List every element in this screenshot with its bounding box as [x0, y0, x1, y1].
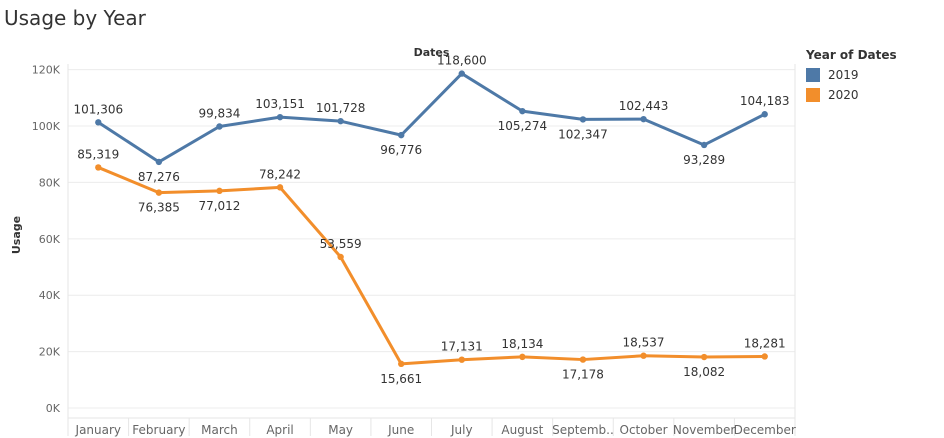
x-axis-title: Dates — [414, 46, 450, 59]
data-label-2020: 17,178 — [562, 368, 604, 382]
data-point-2020 — [579, 356, 587, 363]
data-point-2019 — [458, 70, 465, 77]
data-point-2019 — [276, 113, 284, 121]
legend-item-2019[interactable]: 2019 — [806, 68, 897, 82]
y-tick-label: 20K — [39, 346, 61, 359]
data-label-2019: 99,834 — [198, 107, 240, 121]
data-label-2019: 96,776 — [380, 143, 422, 157]
data-label-2019: 102,347 — [558, 127, 608, 141]
y-axis-title: Usage — [10, 216, 23, 254]
data-label-2019: 101,728 — [316, 101, 366, 115]
x-tick-label: August — [501, 423, 543, 437]
data-point-2020 — [700, 353, 708, 361]
data-point-2019 — [155, 158, 163, 166]
data-point-2020 — [95, 164, 102, 171]
y-tick-label: 40K — [39, 289, 61, 302]
data-point-2019 — [216, 123, 223, 130]
data-label-2019: 118,600 — [437, 54, 487, 68]
x-tick-label: February — [132, 423, 185, 437]
data-point-2020 — [216, 187, 223, 195]
data-label-2019: 104,183 — [740, 94, 790, 108]
data-point-2020 — [640, 352, 647, 359]
legend-label-2020: 2020 — [828, 88, 859, 102]
data-labels: 101,306 87,276 99,834 103,151 101,728 96,776 1… — [73, 54, 789, 386]
data-label-2019: 105,274 — [498, 119, 548, 133]
x-tick-label: April — [266, 423, 293, 437]
data-point-2019 — [579, 116, 587, 123]
data-label-2020: 15,661 — [380, 372, 422, 386]
data-label-2020: 18,134 — [501, 337, 543, 351]
x-tick-label: June — [387, 423, 414, 437]
data-label-2020: 76,385 — [138, 201, 180, 215]
x-tick-label: May — [328, 423, 353, 437]
series-line-2019 — [97, 72, 766, 164]
data-point-2019 — [640, 115, 647, 123]
data-point-2019 — [519, 107, 526, 115]
data-label-2020: 18,537 — [623, 336, 665, 350]
data-point-2020 — [155, 189, 163, 196]
data-point-2020 — [458, 356, 465, 363]
data-label-2020: 78,242 — [259, 167, 301, 181]
data-point-2019 — [95, 119, 102, 126]
data-point-2019 — [761, 111, 768, 118]
series-line-2020 — [97, 166, 765, 366]
y-tick-label: 120K — [32, 64, 61, 77]
data-point-2019 — [700, 141, 708, 149]
data-point-2020 — [337, 253, 344, 261]
data-point-2019 — [398, 131, 405, 139]
data-label-2020: 17,131 — [441, 340, 483, 354]
data-label-2019: 102,443 — [619, 99, 669, 113]
data-label-2020: 85,319 — [77, 147, 119, 161]
data-label-2020: 18,281 — [744, 336, 786, 350]
data-point-2020 — [398, 360, 405, 368]
legend-title: Year of Dates — [806, 48, 897, 62]
series-lines — [95, 70, 768, 368]
y-tick-label: 60K — [39, 233, 61, 246]
data-point-2020 — [761, 353, 768, 360]
x-tick-label: October — [620, 423, 668, 437]
legend: Year of Dates 2019 2020 — [806, 48, 897, 108]
data-label-2020: 53,559 — [320, 237, 362, 251]
y-tick-label: 100K — [32, 120, 61, 133]
chart-title: Usage by Year — [4, 6, 146, 30]
x-tick-label: March — [201, 423, 238, 437]
gridlines — [67, 64, 796, 436]
x-tick-label: January — [75, 423, 122, 437]
data-label-2019: 93,289 — [683, 153, 725, 167]
legend-label-2019: 2019 — [828, 68, 859, 82]
data-point-2020 — [276, 184, 284, 191]
legend-swatch-2019 — [806, 68, 820, 82]
y-tick-label: 0K — [46, 402, 61, 415]
data-label-2020: 77,012 — [198, 199, 240, 213]
legend-swatch-2020 — [806, 88, 820, 102]
data-point-2020 — [519, 353, 526, 361]
x-tick-label: December — [734, 423, 796, 437]
data-label-2019: 101,306 — [73, 102, 123, 116]
data-label-2020: 18,082 — [683, 365, 725, 379]
data-point-2019 — [337, 117, 344, 125]
x-tick-label: Septemb.. — [552, 423, 614, 437]
x-tick-label: July — [450, 423, 473, 437]
x-tick-label: November — [673, 423, 735, 437]
y-tick-label: 80K — [39, 176, 61, 189]
axes: 0K 20K 40K 60K 80K 100K 120K January February Mar… — [10, 46, 796, 437]
data-label-2019: 87,276 — [138, 170, 180, 184]
legend-item-2020[interactable]: 2020 — [806, 88, 897, 102]
data-label-2019: 103,151 — [255, 97, 305, 111]
